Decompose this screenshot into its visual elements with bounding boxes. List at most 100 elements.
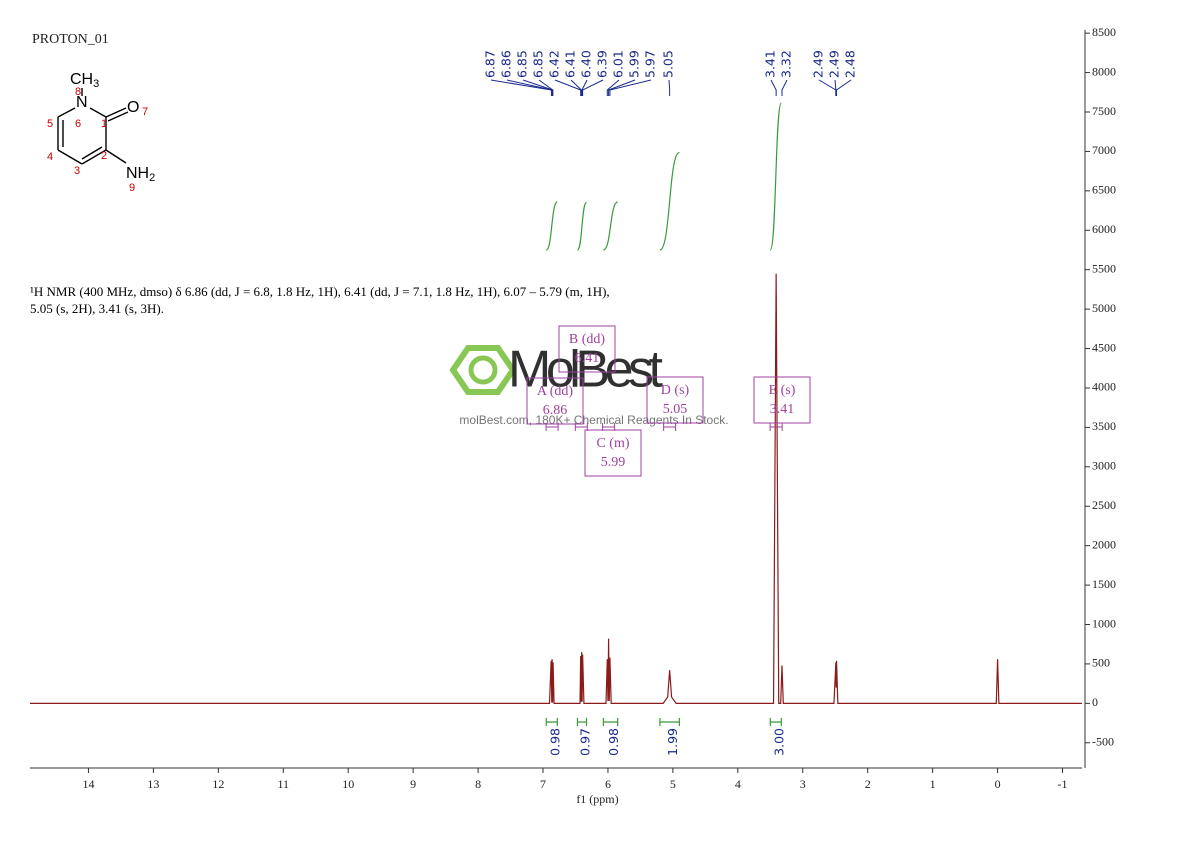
y-tick-label: 0 [1092, 695, 1098, 709]
integral-bracket [576, 718, 588, 726]
y-tick-label: 7000 [1092, 143, 1116, 157]
bond [89, 107, 107, 118]
peak-label: 3.41 [763, 50, 778, 78]
multiplet-marker [545, 423, 559, 431]
multiplet-label: E (s) [769, 383, 796, 398]
multiplet-box [646, 376, 704, 424]
y-tick-label: 8000 [1092, 64, 1116, 78]
x-tick-label: 7 [540, 777, 546, 791]
x-tick-label: 12 [212, 777, 224, 791]
y-tick-label: 4500 [1092, 340, 1116, 354]
x-tick-label: 6 [605, 777, 611, 791]
multiplet-shift: 5.05 [663, 402, 688, 417]
peak-leader [834, 79, 837, 96]
multiplet-marker [602, 423, 616, 431]
x-tick-label: 3 [800, 777, 806, 791]
atom-number: 8 [75, 86, 81, 98]
peak-label: 2.49 [827, 50, 842, 78]
peak-leader [570, 79, 582, 96]
integral-label: 0.98 [547, 728, 562, 756]
x-tick-label: 1 [930, 777, 936, 791]
multiplet-marker [769, 423, 783, 431]
peak-leader [608, 79, 636, 96]
multiplet-box [584, 429, 642, 477]
y-tick-label: 5500 [1092, 261, 1116, 275]
atom-number: 5 [47, 118, 53, 130]
integral-bracket [769, 718, 782, 726]
peak-label: 6.85 [515, 50, 530, 78]
x-tick-label: 9 [410, 777, 416, 791]
atom-label: N [76, 94, 88, 111]
peak-label: 6.40 [579, 50, 594, 78]
logo [449, 345, 517, 395]
spectrum-line [30, 273, 1082, 704]
peak-label: 2.48 [843, 50, 858, 78]
peak-label: 5.99 [627, 50, 642, 78]
atom-number: 1 [101, 118, 107, 130]
multiplet-box [558, 325, 616, 373]
integral-bracket [545, 718, 558, 726]
peak-leader [836, 79, 852, 96]
peak-label: 3.32 [779, 50, 794, 78]
watermark: MolBest molBest.com, 180K+ Chemical Reag… [449, 341, 729, 427]
bond [57, 149, 83, 165]
atom-number: 4 [47, 151, 53, 163]
spectrum-title: PROTON_01 [32, 32, 109, 47]
integral-curve [576, 201, 588, 251]
atom-number: 2 [101, 150, 107, 162]
x-tick-label: 8 [475, 777, 481, 791]
bond [81, 149, 107, 165]
y-tick-label: 6000 [1092, 222, 1116, 236]
peak-leader [781, 79, 788, 96]
peak-label: 6.85 [531, 50, 546, 78]
integral-label: 0.98 [606, 728, 621, 756]
y-tick-label: 6500 [1092, 183, 1116, 197]
x-tick-label: 4 [735, 777, 741, 791]
bond [81, 146, 103, 160]
nmr-description: ¹H NMR (400 MHz, dmso) δ 6.86 (dd, J = 6… [30, 284, 610, 316]
watermark-tagline: molBest.com, 180K+ Chemical Reagents In … [459, 413, 728, 427]
peak-label: 2.49 [811, 50, 826, 78]
peak-leader [582, 79, 604, 96]
atom-number: 9 [129, 182, 135, 194]
x-tick-label: 5 [670, 777, 676, 791]
multiplet-shift: 6.41 [575, 351, 600, 366]
peak-leader [538, 79, 554, 96]
y-tick-label: 5000 [1092, 301, 1116, 315]
structure [57, 88, 129, 165]
multiplet-box [526, 377, 584, 425]
y-tick-label: 2000 [1092, 537, 1116, 551]
y-tick-label: 1000 [1092, 616, 1116, 630]
atom-label: O [127, 99, 139, 116]
x-tick-label: 0 [995, 777, 1001, 791]
peak-label: 6.39 [595, 50, 610, 78]
peak-leader [554, 79, 582, 96]
integral-curve [659, 151, 680, 251]
x-tick-label: 14 [82, 777, 94, 791]
atom-number: 7 [142, 106, 148, 118]
multiplet-label: B (dd) [569, 332, 606, 347]
y-tick-label: 500 [1092, 656, 1110, 670]
peak-leader [770, 79, 777, 96]
integral-label: 3.00 [771, 728, 786, 756]
y-tick-label: 7500 [1092, 104, 1116, 118]
integral-bracket [659, 718, 680, 726]
bond [105, 107, 127, 118]
atom-number: 6 [75, 118, 81, 130]
multiplet-label: A (dd) [537, 384, 574, 399]
logo [468, 355, 498, 385]
multiplet-shift: 6.86 [543, 403, 568, 418]
peak-label: 5.05 [661, 50, 676, 78]
peak-label: 6.86 [499, 50, 514, 78]
bond [105, 149, 127, 164]
multiplet-shift: 3.41 [770, 402, 795, 417]
atom-label: NH2 [126, 165, 155, 184]
y-tick-label: 1500 [1092, 577, 1116, 591]
atom-label: CH3 [70, 71, 99, 90]
integral-label: 0.97 [577, 728, 592, 756]
peak-leader [609, 79, 652, 96]
peak-leader [668, 79, 671, 96]
peak-leader [606, 79, 620, 96]
